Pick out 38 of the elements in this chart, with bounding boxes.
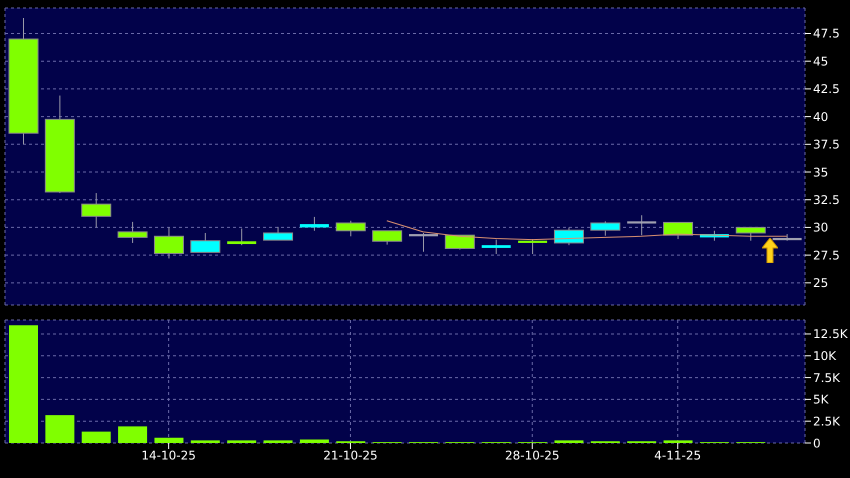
y-tick-label: 40 xyxy=(813,110,828,124)
candlestick xyxy=(409,232,438,252)
y-tick-label: 10K xyxy=(813,349,838,364)
y-tick-label: 5K xyxy=(813,392,830,407)
x-tick-label: 4-11-25 xyxy=(654,448,702,463)
y-tick-label: 47.5 xyxy=(813,26,840,41)
y-tick-label: 35 xyxy=(813,165,828,180)
x-tick-label: 14-10-25 xyxy=(141,448,196,463)
candlestick xyxy=(227,228,256,246)
y-tick-label: 25 xyxy=(813,276,828,290)
bar xyxy=(264,440,293,443)
bar xyxy=(664,440,693,443)
bar xyxy=(82,432,111,443)
bar xyxy=(45,415,74,443)
x-tick-label: 28-10-25 xyxy=(505,448,560,463)
bar xyxy=(227,440,256,443)
bar xyxy=(9,325,38,443)
candlestick xyxy=(627,214,656,236)
y-tick-label: 27.5 xyxy=(813,248,840,262)
bar xyxy=(554,440,584,443)
y-tick-label: 2.5K xyxy=(813,414,842,428)
y-tick-label: 30 xyxy=(813,220,828,235)
y-tick-label: 37.5 xyxy=(813,138,840,152)
y-tick-label: 12.5K xyxy=(813,327,849,342)
y-tick-label: 42.5 xyxy=(813,82,840,96)
line-series xyxy=(386,220,788,240)
bar xyxy=(118,426,148,443)
y-tick-label: 32.5 xyxy=(813,192,840,207)
y-tick-label: 45 xyxy=(813,54,828,68)
y-tick-label: 7.5K xyxy=(813,370,842,385)
candlestick xyxy=(518,238,548,255)
candlestick xyxy=(482,239,511,255)
bar xyxy=(190,440,220,443)
bar xyxy=(154,438,184,443)
x-tick-label: 21-10-25 xyxy=(323,448,378,463)
candlestick xyxy=(300,216,329,232)
bar xyxy=(300,440,329,443)
y-tick-label: 0 xyxy=(813,436,821,450)
